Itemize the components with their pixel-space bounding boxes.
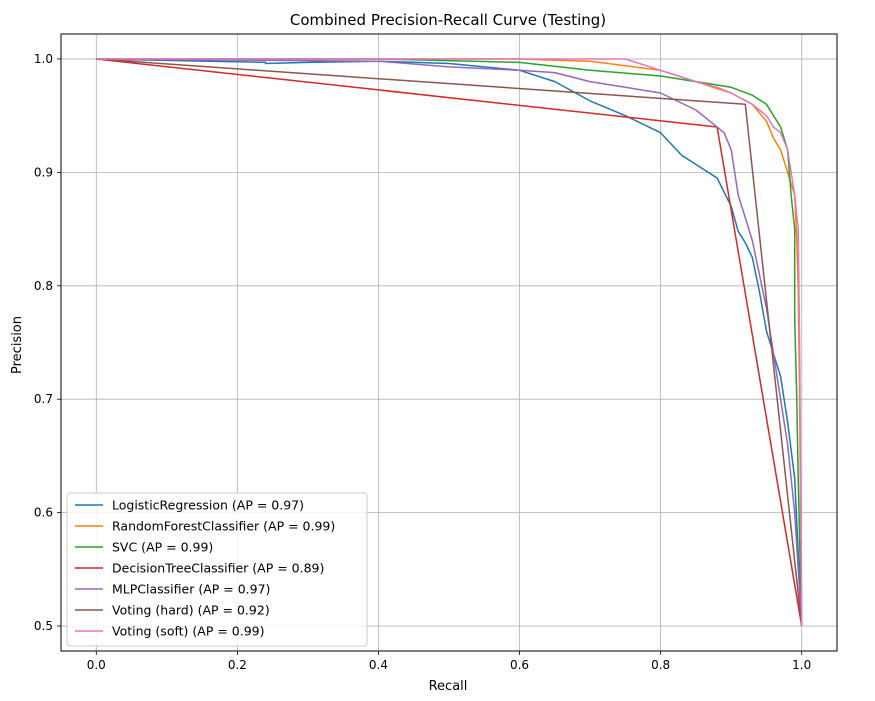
y-tick-label: 0.5 (34, 619, 53, 633)
series-line-5 (96, 58, 803, 627)
y-tick-label: 0.7 (34, 392, 53, 406)
legend-entry: MLPClassifier (AP = 0.97) (112, 582, 270, 597)
legend-entry: Voting (soft) (AP = 0.99) (112, 624, 265, 639)
x-tick-label: 0.4 (369, 658, 388, 672)
legend-entry: Voting (hard) (AP = 0.92) (112, 603, 270, 618)
y-tick-label: 0.6 (34, 506, 53, 520)
x-axis-label: Recall (429, 679, 468, 694)
legend-entry: RandomForestClassifier (AP = 0.99) (112, 519, 335, 534)
x-tick-label: 0.6 (510, 658, 529, 672)
series-line-1 (96, 58, 803, 627)
y-tick-label: 0.9 (34, 165, 53, 179)
series-layer (96, 58, 803, 627)
x-tick-label: 1.0 (792, 658, 811, 672)
legend-entry: SVC (AP = 0.99) (112, 540, 213, 555)
chart-title: Combined Precision-Recall Curve (Testing… (290, 11, 606, 29)
x-tick-label: 0.2 (228, 658, 247, 672)
legend: LogisticRegression (AP = 0.97) RandomFore… (66, 492, 368, 647)
series-line-6 (96, 58, 803, 627)
legend-entry: LogisticRegression (AP = 0.97) (112, 498, 304, 513)
series-line-4 (96, 58, 803, 627)
x-tick-label: 0.8 (651, 658, 670, 672)
legend-entry: DecisionTreeClassifier (AP = 0.89) (112, 561, 324, 576)
y-tick-label: 1.0 (34, 52, 53, 66)
series-line-2 (96, 58, 803, 627)
y-tick-label: 0.8 (34, 279, 53, 293)
x-tick-label: 0.0 (87, 658, 106, 672)
ticks: 0.0 0.2 0.4 0.6 0.8 1.0 0.5 0.6 0.7 0.8 0.9 1.0 (34, 52, 811, 672)
axes-frame (60, 33, 838, 652)
legend-box (66, 492, 368, 647)
y-axis-label: Precision (10, 316, 25, 374)
